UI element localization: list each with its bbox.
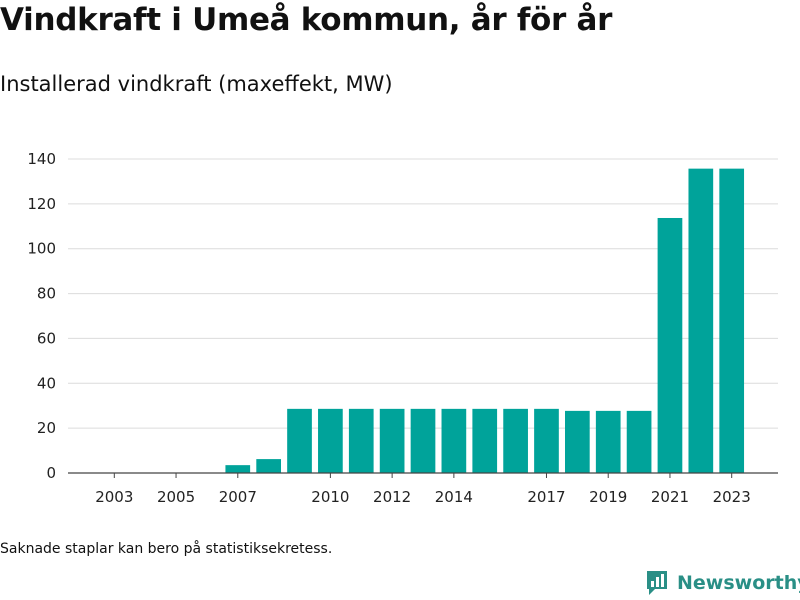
y-tick-label: 100	[27, 240, 56, 258]
bar-2015	[472, 408, 498, 473]
y-tick-label: 0	[46, 464, 56, 482]
y-tick-label: 40	[37, 374, 56, 392]
footnote: Saknade staplar kan bero på statistiksek…	[0, 541, 333, 557]
bar-2017	[534, 408, 559, 473]
bar-2013	[410, 408, 436, 473]
y-tick-label: 80	[37, 285, 56, 303]
bar-2018	[565, 410, 590, 473]
y-tick-label: 120	[27, 195, 56, 213]
x-tick-label: 2012	[373, 488, 411, 506]
newsworthy-logo-icon	[647, 571, 667, 595]
bar-2010	[318, 408, 343, 473]
chart-title: Vindkraft i Umeå kommun, år för år	[0, 2, 613, 38]
x-tick-label: 2014	[435, 488, 473, 506]
bar-2016	[503, 408, 528, 473]
bar-2011	[348, 408, 374, 473]
x-axis-ticks: 2003 2005 2007 2010 2012 2014 2017 2019 2021 2023	[95, 473, 751, 506]
bar-2009	[287, 408, 312, 473]
x-tick-label: 2019	[589, 488, 627, 506]
brand-name: Newsworthy	[677, 572, 800, 594]
y-tick-label: 60	[37, 329, 56, 347]
y-tick-label: 20	[37, 419, 56, 437]
x-tick-label: 2003	[95, 488, 133, 506]
bar-2007	[225, 465, 251, 473]
x-tick-label: 2023	[713, 488, 751, 506]
bar-2023	[719, 168, 745, 473]
bar-2012	[379, 408, 405, 473]
y-tick-label: 140	[27, 150, 56, 168]
x-tick-label: 2017	[527, 488, 565, 506]
y-axis-ticks: 0 20 40 60 80 100 120 140	[27, 150, 56, 482]
bar-2020	[626, 410, 652, 473]
x-tick-label: 2005	[157, 488, 195, 506]
chart-subtitle: Installerad vindkraft (maxeffekt, MW)	[0, 72, 393, 96]
x-tick-label: 2010	[311, 488, 349, 506]
bars	[225, 168, 745, 473]
brand-logo[interactable]: Newsworthy	[645, 569, 800, 597]
x-tick-label: 2021	[651, 488, 689, 506]
bar-2008	[256, 459, 281, 473]
bar-2022	[688, 168, 714, 473]
bar-2021	[657, 217, 683, 473]
bar-2019	[595, 410, 621, 473]
bar-2014	[441, 408, 467, 473]
x-tick-label: 2007	[219, 488, 257, 506]
